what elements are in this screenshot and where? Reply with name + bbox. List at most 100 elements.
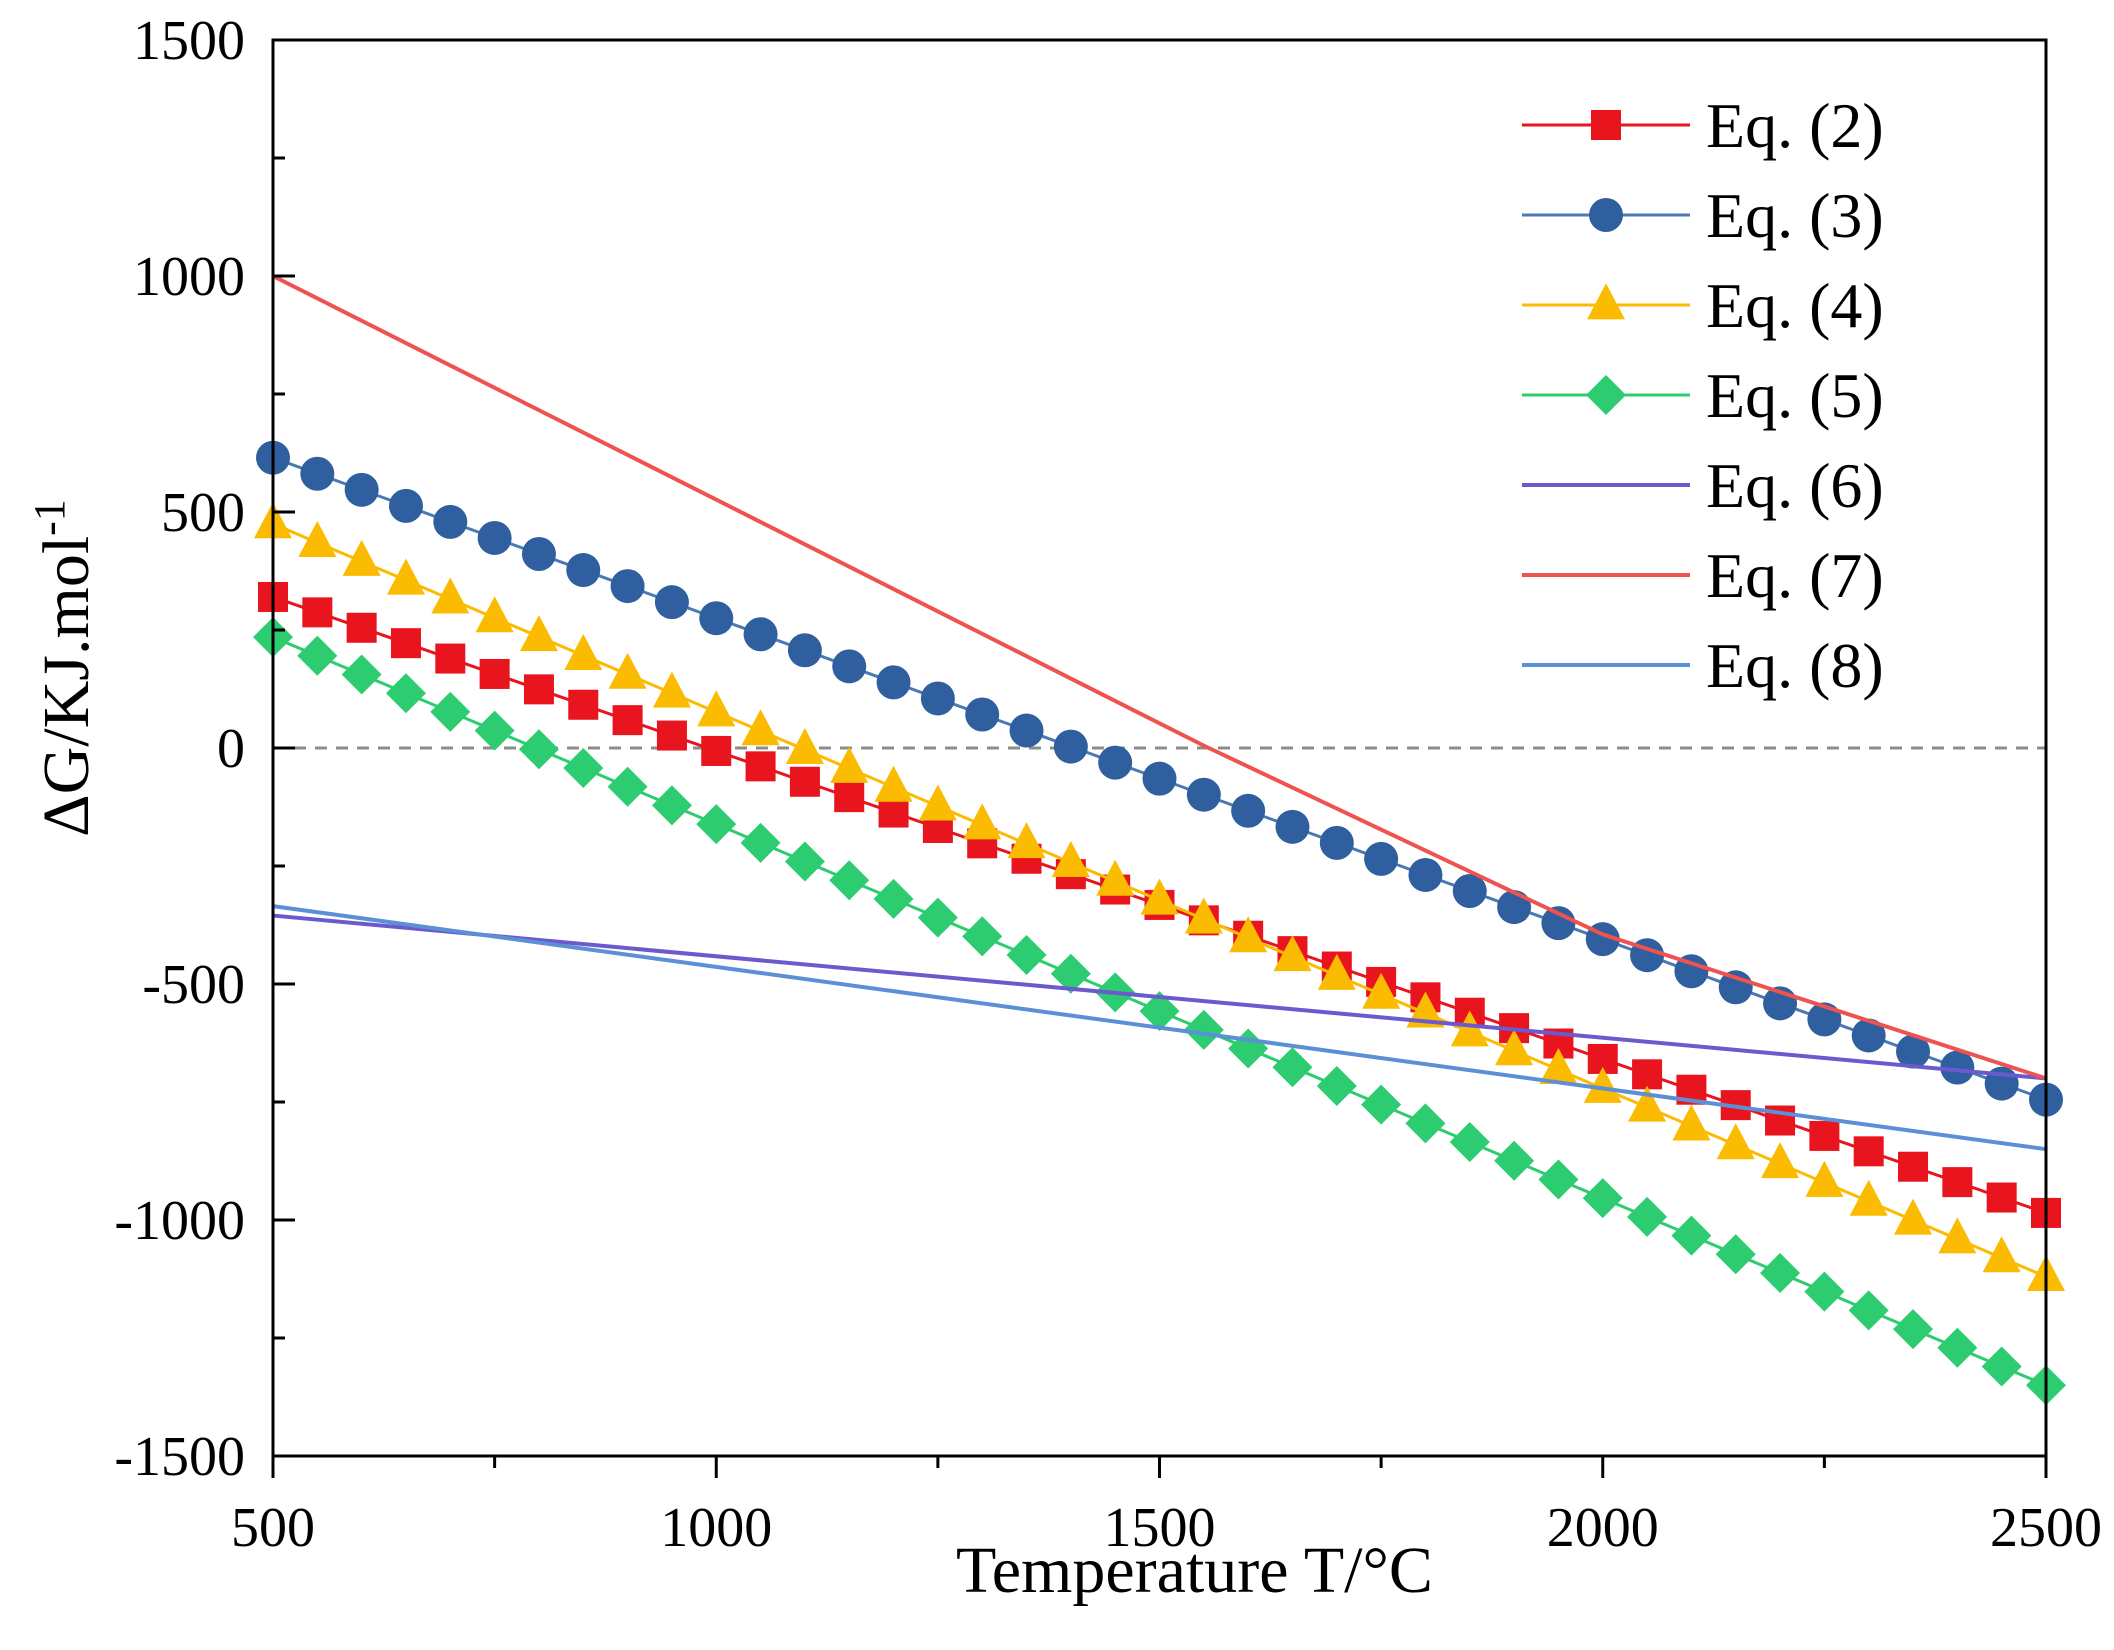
- data-point: [1140, 878, 1179, 915]
- data-point: [1405, 1103, 1446, 1144]
- data-point: [785, 728, 824, 765]
- data-point: [566, 553, 601, 588]
- data-point: [607, 766, 648, 807]
- data-point: [1674, 954, 1709, 989]
- data-point: [1184, 897, 1223, 934]
- data-point: [1761, 1142, 1800, 1179]
- data-point: [1186, 777, 1221, 812]
- data-point: [1893, 1309, 1934, 1350]
- data-point: [563, 748, 604, 789]
- legend-label: Eq. (5): [1706, 360, 1884, 431]
- series-3: [254, 502, 2065, 1292]
- data-point: [1937, 1327, 1978, 1368]
- data-point: [1809, 1120, 1840, 1151]
- legend-swatch-marker: [1586, 375, 1626, 415]
- data-point: [651, 785, 692, 826]
- legend-swatch-marker: [1589, 198, 1623, 232]
- data-point: [743, 617, 778, 652]
- data-point: [1851, 1018, 1886, 1053]
- data-point: [474, 710, 515, 751]
- data-point: [564, 633, 603, 670]
- legend-label: Eq. (2): [1706, 90, 1884, 161]
- legend-item: Eq. (6): [1522, 450, 1884, 521]
- data-point: [435, 643, 466, 674]
- y-axis-title: ΔG/KJ.mol-1: [25, 499, 103, 837]
- data-point: [741, 709, 780, 746]
- data-point: [1006, 935, 1047, 976]
- data-point: [874, 765, 913, 802]
- data-point: [654, 585, 689, 620]
- data-point: [1853, 1136, 1884, 1167]
- data-point: [1229, 916, 1268, 953]
- data-point: [1715, 1234, 1756, 1275]
- data-point: [344, 472, 379, 507]
- data-point: [386, 558, 425, 595]
- data-point: [479, 658, 510, 689]
- data-point: [963, 803, 1002, 840]
- data-point: [1275, 809, 1310, 844]
- series-7: [272, 904, 2047, 1152]
- data-point: [431, 577, 470, 614]
- legend: Eq. (2) Eq. (3) Eq. (4) Eq. (5) Eq. (6) Eq. (…: [1522, 90, 1884, 701]
- data-point: [740, 822, 781, 863]
- data-point: [696, 804, 737, 845]
- data-point: [697, 690, 736, 727]
- data-point: [1361, 1084, 1402, 1125]
- data-point: [1053, 729, 1088, 764]
- series-line: [272, 913, 2047, 1081]
- data-point: [1497, 890, 1532, 925]
- data-point: [1098, 745, 1133, 780]
- ticks-layer: 500 1000 1500 2000 2500 -1500 -1000 -500 0 500 100…: [114, 10, 2102, 1559]
- data-point: [917, 897, 958, 938]
- data-point: [1452, 874, 1487, 909]
- data-point: [920, 681, 955, 716]
- data-point: [346, 612, 377, 643]
- series-2: [256, 440, 2063, 1117]
- series-6: [272, 274, 2047, 1081]
- data-point: [878, 797, 909, 828]
- data-point: [1364, 841, 1399, 876]
- data-point: [1716, 1123, 1755, 1160]
- data-point: [475, 596, 514, 633]
- data-point: [1450, 1010, 1489, 1047]
- data-point: [789, 766, 820, 797]
- data-point: [745, 751, 776, 782]
- data-point: [1894, 1198, 1933, 1235]
- x-axis-title: Temperature T/°C: [956, 1534, 1433, 1607]
- series-line: [272, 274, 2047, 1081]
- data-point: [1319, 825, 1354, 860]
- data-point: [701, 735, 732, 766]
- data-point: [1582, 1178, 1623, 1219]
- data-point: [433, 504, 468, 539]
- data-point: [1272, 1047, 1313, 1088]
- data-point: [1142, 761, 1177, 796]
- series-line: [272, 904, 2047, 1152]
- data-point: [918, 784, 957, 821]
- data-point: [523, 674, 554, 705]
- data-point: [1986, 1182, 2017, 1213]
- y-tick-label: 500: [161, 482, 245, 544]
- y-axis-title-superscript: -1: [25, 499, 74, 536]
- data-point: [1231, 793, 1266, 828]
- data-point: [1627, 1196, 1668, 1237]
- data-point: [1007, 822, 1046, 859]
- data-point: [390, 628, 421, 659]
- series-layer: [253, 274, 2066, 1406]
- data-point: [829, 860, 870, 901]
- y-tick-label: -1000: [114, 1190, 245, 1252]
- legend-label: Eq. (3): [1706, 180, 1884, 251]
- data-point: [830, 746, 869, 783]
- data-point: [521, 537, 556, 572]
- data-point: [1539, 1048, 1578, 1085]
- y-tick-label: 1000: [133, 246, 245, 308]
- data-point: [1362, 972, 1401, 1009]
- data-point: [610, 569, 645, 604]
- data-point: [834, 782, 865, 813]
- data-point: [1760, 1252, 1801, 1293]
- data-point: [342, 539, 381, 576]
- series-5: [272, 913, 2047, 1081]
- legend-item: Eq. (8): [1522, 630, 1884, 701]
- x-tick-label: 1500: [1104, 1497, 1216, 1559]
- x-tick-label: 1000: [660, 1497, 772, 1559]
